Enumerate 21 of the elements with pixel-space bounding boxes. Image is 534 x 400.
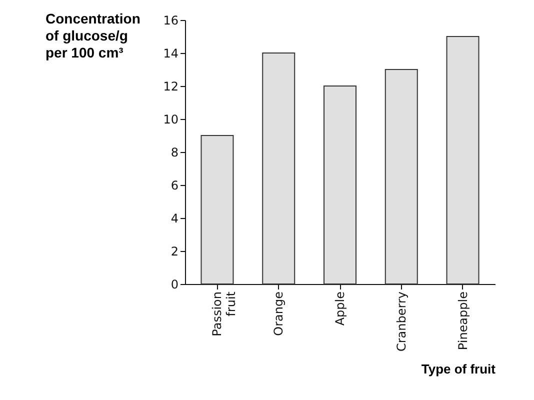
bar xyxy=(262,52,296,284)
x-tick-label: Apple xyxy=(333,292,347,326)
y-tick-label: 14 xyxy=(163,46,178,60)
x-tick-label: Passion fruit xyxy=(210,291,238,336)
y-tick-label: 16 xyxy=(163,14,178,28)
bar xyxy=(324,86,356,284)
y-tick-label: 4 xyxy=(170,212,178,226)
bar xyxy=(446,36,480,284)
bar xyxy=(200,135,234,284)
x-tick-label: Cranberry xyxy=(394,292,408,352)
y-tick-label: 12 xyxy=(163,80,178,94)
y-tick-label: 8 xyxy=(170,146,178,160)
x-tick-label: Orange xyxy=(272,292,286,336)
y-tick-label: 0 xyxy=(170,278,178,292)
y-tick-label: 2 xyxy=(170,244,178,258)
x-tick-label: Pineapple xyxy=(456,292,470,350)
y-tick-label: 10 xyxy=(163,112,178,126)
y-axis-title: Concentration of glucose/g per 100 cm³ xyxy=(46,10,140,60)
x-axis-title: Type of fruit xyxy=(421,362,496,377)
bar xyxy=(384,69,418,284)
y-tick-label: 6 xyxy=(170,178,178,192)
